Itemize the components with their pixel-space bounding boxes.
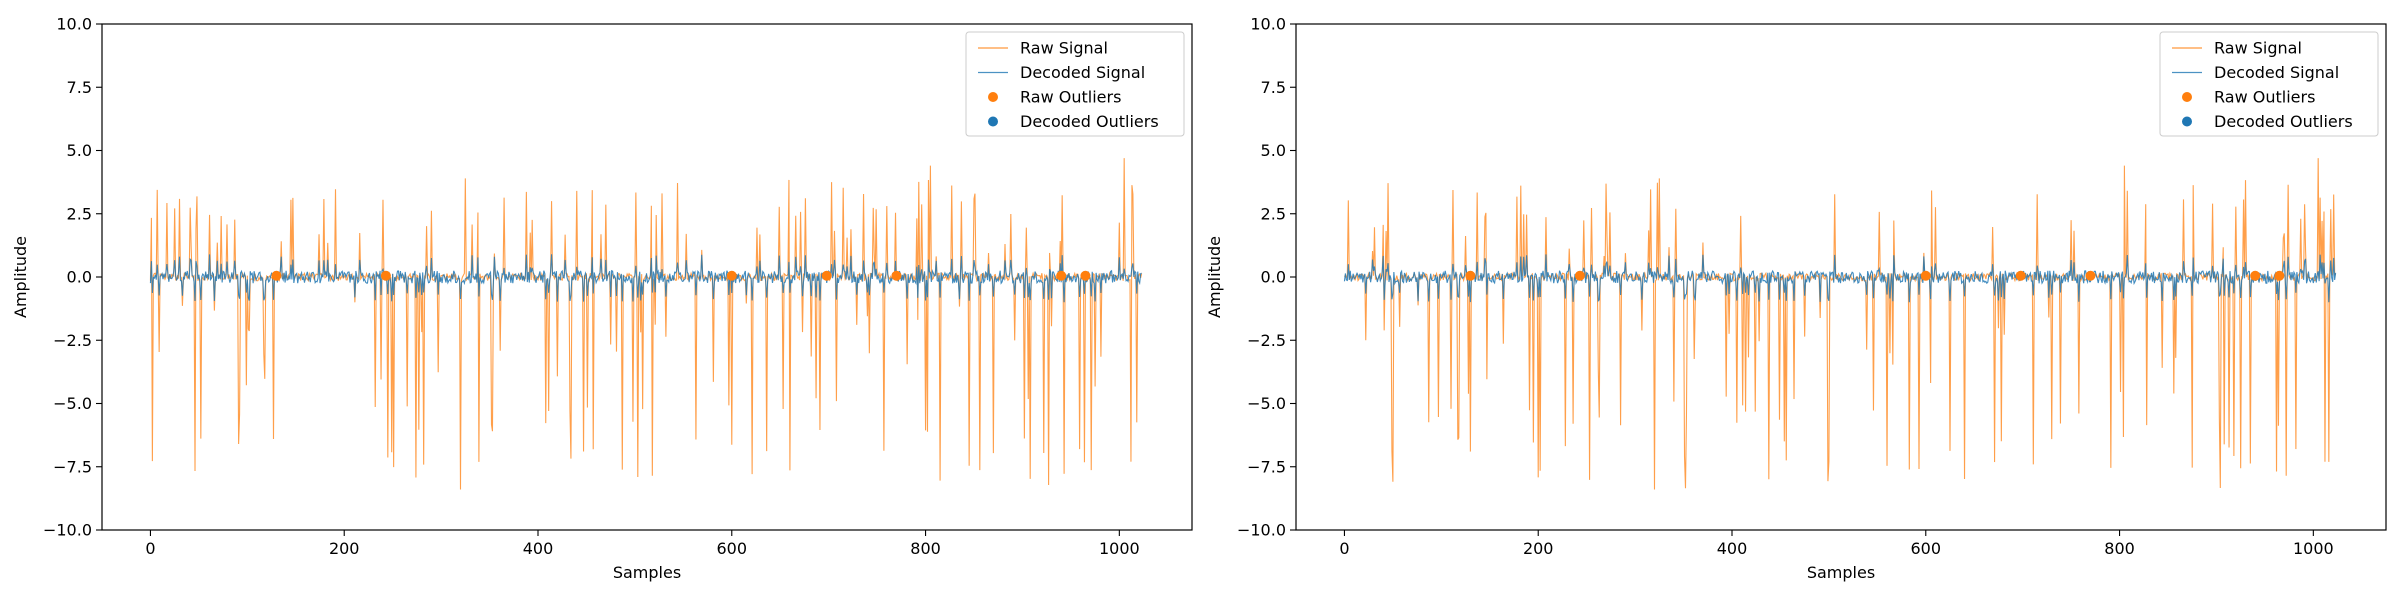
y-tick-label: 10.0 [56,15,92,34]
x-tick-label: 200 [329,539,360,558]
y-tick-label: −7.5 [1247,457,1286,476]
x-tick-label: 800 [910,539,941,558]
x-tick-label: 600 [1911,539,1942,558]
legend-label: Decoded Signal [1020,63,1145,82]
raw-outlier-point [380,270,391,281]
legend-label: Decoded Outliers [1020,112,1159,131]
y-tick-label: −5.0 [53,394,92,413]
raw-outlier-point [2274,270,2285,281]
y-tick-label: −7.5 [53,457,92,476]
legend-dot-swatch [988,92,998,102]
y-tick-label: 10.0 [1250,15,1286,34]
legend-label: Decoded Outliers [2214,112,2353,131]
y-tick-label: −5.0 [1247,394,1286,413]
left-chart-panel: 0 200 400 600 800 1000 −10.0 −7.5 −5.0 −2.5 0.0 2.5… [11,15,1193,582]
y-tick-label: −2.5 [53,331,92,350]
raw-outlier-point [2015,270,2026,281]
raw-outlier-point [1056,270,1067,281]
decoded-signal-line [149,254,1142,303]
legend-dot-swatch [2182,92,2192,102]
raw-signal-line [149,158,1143,490]
y-tick-label: 7.5 [1261,78,1286,97]
x-tick-label: 800 [2104,539,2135,558]
right-chart-panel: 0 200 400 600 800 1000 −10.0 −7.5 −5.0 −2.5 0.0 2.5… [1205,15,2387,582]
y-tick-label: −10.0 [43,521,92,540]
plot-area [1343,158,2337,490]
y-tick-label: 0.0 [67,268,92,287]
legend-box [965,31,1185,137]
y-tick-label: 7.5 [67,78,92,97]
y-tick-label: 2.5 [1261,204,1286,223]
raw-outlier-point [271,270,282,281]
legend-label: Decoded Signal [2214,63,2339,82]
y-tick-label: −2.5 [1247,331,1286,350]
legend-box [2159,31,2379,137]
x-axis-label: Samples [1807,563,1875,582]
legend-label: Raw Signal [2214,39,2302,58]
x-tick-label: 600 [717,539,748,558]
x-tick-label: 200 [1523,539,1554,558]
raw-outlier-point [726,270,737,281]
x-tick-label: 0 [1339,539,1349,558]
x-tick-label: 0 [145,539,155,558]
x-axis-label: Samples [613,563,681,582]
raw-signal-line [1344,158,2337,490]
legend-label: Raw Outliers [1020,88,1121,107]
legend-dot-swatch [2182,116,2192,127]
y-axis-label: Amplitude [1205,236,1224,318]
x-tick-label: 1000 [1099,539,1140,558]
legend-label: Raw Signal [1020,39,1108,58]
y-tick-label: 5.0 [67,141,92,160]
x-tick-label: 400 [1717,539,1748,558]
decoded-signal-line [1343,254,2337,303]
y-tick-label: −10.0 [1237,521,1286,540]
raw-outlier-point [2250,270,2261,281]
raw-outlier-point [1574,270,1585,281]
legend-label: Raw Outliers [2214,88,2315,107]
raw-outlier-point [821,270,832,281]
y-tick-label: 2.5 [67,204,92,223]
raw-outlier-point [891,270,902,281]
x-tick-label: 400 [523,539,554,558]
legend: Raw Signal Decoded Signal Raw Outliers Deco… [2159,31,2379,137]
y-axis-label: Amplitude [11,236,30,318]
raw-outlier-point [1080,270,1091,281]
legend: Raw Signal Decoded Signal Raw Outliers Deco… [965,31,1185,137]
x-tick-label: 1000 [2293,539,2334,558]
legend-dot-swatch [988,116,998,127]
raw-outlier-point [1920,270,1931,281]
y-tick-label: 5.0 [1261,141,1286,160]
raw-outlier-point [2085,270,2096,281]
y-tick-label: 0.0 [1261,268,1286,287]
raw-outlier-point [1465,270,1476,281]
plot-area [149,158,1143,490]
